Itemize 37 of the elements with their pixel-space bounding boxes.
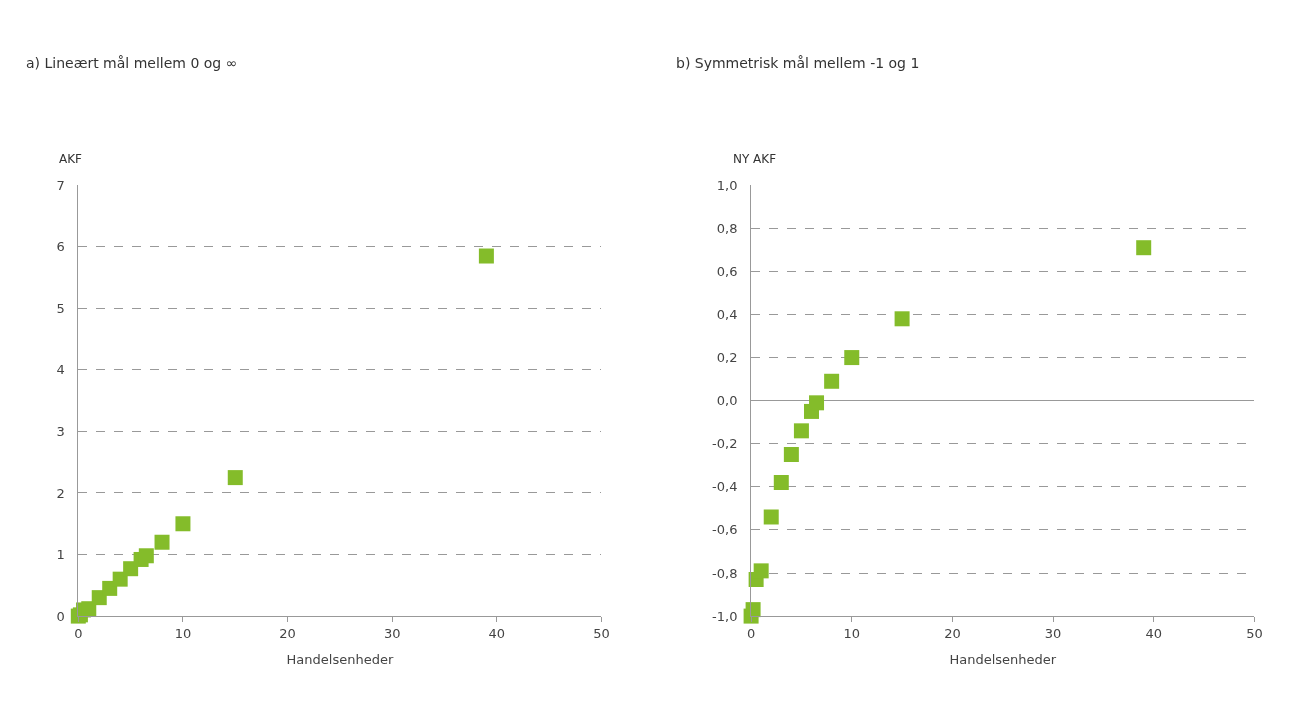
y-tick-label: 0,4	[716, 307, 738, 323]
x-tick-label: 0	[746, 625, 756, 641]
y-tick-label: 3	[56, 423, 65, 439]
x-tick-label: 20	[944, 625, 961, 641]
y-tick-label: 0	[56, 608, 65, 624]
y-tick-label: 1	[56, 547, 65, 563]
x-tick-label: 0	[74, 625, 83, 641]
y-tick-label: 2	[56, 485, 65, 501]
x-tick-label: 40	[1145, 625, 1163, 641]
y-tick-label: 1,0	[716, 177, 738, 193]
y-tick-label: -0,8	[712, 565, 738, 581]
y-tick-label: 0,6	[716, 263, 738, 279]
y-tick-label: -0,4	[712, 479, 738, 495]
y-tick-label: 7	[56, 177, 65, 193]
x-tick-label: 30	[383, 625, 401, 641]
y-tick-label: 4	[56, 362, 65, 378]
y-axis-title: NY AKF	[733, 152, 777, 166]
x-tick-label: 50	[593, 625, 610, 641]
y-tick-label: 0,0	[716, 393, 738, 409]
x-axis-title: Handelsenheder	[286, 652, 394, 668]
y-tick-label: 6	[56, 239, 65, 255]
y-tick-label: -0,6	[712, 522, 738, 538]
y-axis-title: AKF	[59, 152, 83, 166]
chart-title: b) Symmetrisk mål mellem -1 og 1	[676, 55, 920, 71]
y-tick-label: -1,0	[712, 608, 738, 624]
x-tick-label: 10	[174, 625, 192, 641]
y-tick-label: 0,8	[716, 220, 738, 236]
y-tick-label: 0,2	[716, 350, 738, 366]
x-tick-label: 20	[279, 625, 296, 641]
chart-title: a) Lineært mål mellem 0 og ∞	[26, 55, 238, 71]
x-tick-label: 40	[488, 625, 506, 641]
x-tick-label: 30	[1044, 625, 1062, 641]
x-tick-label: 50	[1246, 625, 1263, 641]
y-tick-label: -0,2	[712, 436, 738, 452]
x-tick-label: 10	[843, 625, 861, 641]
y-tick-label: 5	[56, 300, 65, 316]
x-axis-title: Handelsenheder	[949, 652, 1057, 668]
